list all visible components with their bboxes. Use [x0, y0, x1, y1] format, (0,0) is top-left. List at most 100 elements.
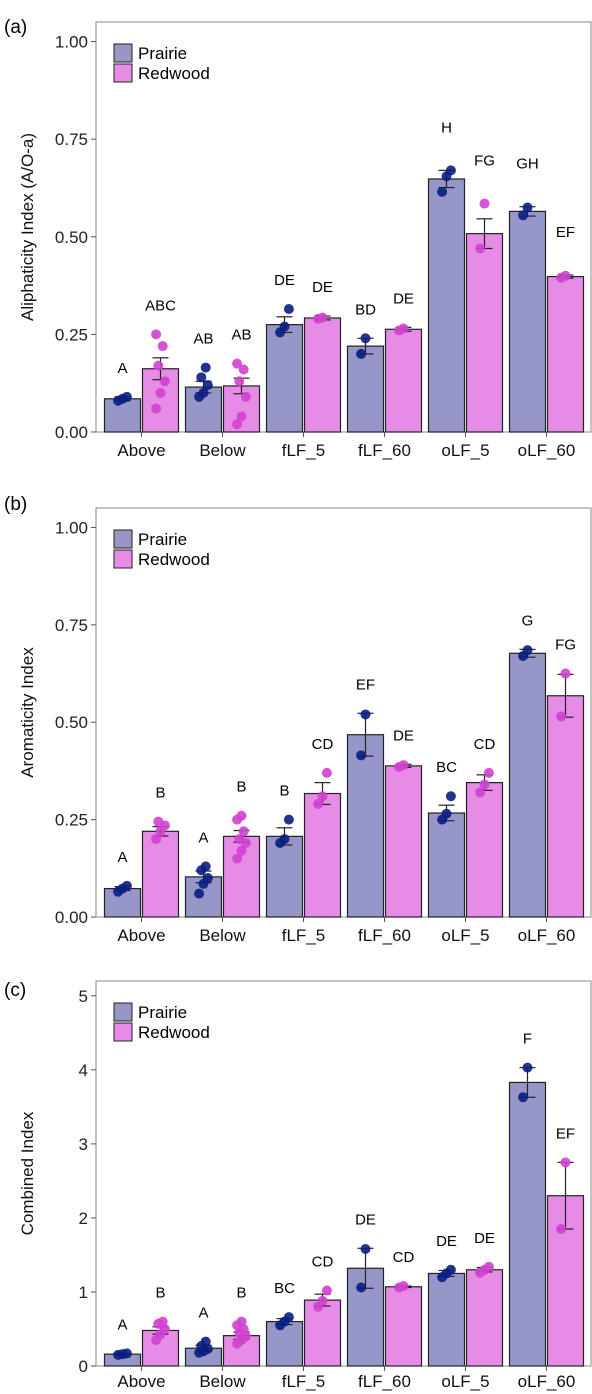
legend-swatch — [113, 529, 133, 549]
x-tick-label: Above — [117, 1372, 165, 1391]
data-point — [200, 1336, 211, 1347]
significance-letter: DE — [355, 1211, 376, 1228]
data-point — [317, 312, 328, 323]
plot-frame — [95, 21, 592, 433]
data-point — [522, 645, 533, 656]
significance-letter: AB — [231, 327, 251, 344]
y-tick-label: 1 — [79, 1283, 88, 1302]
data-point — [321, 767, 332, 778]
significance-letter: BC — [436, 759, 457, 776]
y-tick-label: 0.75 — [55, 616, 88, 635]
legend-label: Redwood — [138, 64, 210, 83]
bar — [546, 275, 585, 433]
data-point — [398, 760, 409, 771]
bar — [384, 328, 423, 433]
data-point — [313, 799, 324, 810]
y-tick-label: 0.00 — [55, 423, 88, 442]
legend-swatch — [113, 43, 133, 63]
data-point — [560, 1157, 571, 1168]
bar — [303, 792, 342, 918]
bar — [465, 782, 504, 918]
data-point — [153, 816, 164, 827]
x-tick-label: fLF_5 — [282, 441, 325, 460]
data-point — [238, 826, 249, 837]
significance-letter: G — [522, 612, 534, 629]
data-point — [196, 372, 207, 383]
data-point — [236, 1316, 247, 1327]
x-tick-label: oLF_60 — [518, 441, 576, 460]
significance-letter: A — [117, 360, 127, 377]
bar — [103, 398, 142, 433]
data-point — [556, 1224, 567, 1235]
panel-label: (b) — [4, 494, 27, 515]
significance-letter: DE — [274, 272, 295, 289]
panel-label: (a) — [4, 17, 27, 38]
bar — [427, 1272, 466, 1367]
bar — [508, 1081, 547, 1367]
y-tick-label: 0.75 — [55, 130, 88, 149]
data-point — [236, 411, 247, 422]
significance-letter: B — [155, 1285, 165, 1302]
bar — [384, 765, 423, 918]
data-point — [236, 810, 247, 821]
x-tick-label: Above — [117, 441, 165, 460]
significance-letter: EF — [556, 1125, 575, 1142]
bar — [222, 835, 261, 918]
bar — [184, 876, 223, 918]
legend-label: Redwood — [138, 1023, 210, 1042]
x-tick-label: fLF_60 — [358, 926, 411, 945]
data-point — [232, 853, 243, 864]
legend-label: Redwood — [138, 550, 210, 569]
significance-letter: A — [198, 1305, 208, 1322]
significance-letter: B — [236, 779, 246, 796]
y-tick-label: 0.50 — [55, 713, 88, 732]
data-point — [398, 1281, 409, 1292]
data-point — [121, 1348, 132, 1359]
x-tick-label: fLF_5 — [282, 1372, 325, 1391]
data-point — [522, 1062, 533, 1073]
significance-letter: GH — [516, 156, 539, 173]
significance-letter: BC — [274, 1280, 295, 1297]
data-point — [522, 202, 533, 213]
legend-swatch — [113, 549, 133, 569]
bar — [465, 1269, 504, 1367]
bar — [303, 317, 342, 433]
data-point — [202, 380, 213, 391]
bar — [141, 830, 180, 918]
x-tick-label: oLF_5 — [441, 926, 489, 945]
legend-label: Prairie — [138, 530, 187, 549]
bar — [265, 324, 304, 433]
data-point — [121, 391, 132, 402]
bar — [427, 812, 466, 918]
y-tick-label: 3 — [79, 1135, 88, 1154]
data-point — [445, 791, 456, 802]
data-point — [317, 1295, 328, 1306]
bar — [427, 178, 466, 433]
significance-letter: AB — [193, 331, 213, 348]
significance-letter: F — [523, 1031, 532, 1048]
significance-letter: CD — [312, 1253, 334, 1270]
data-point — [321, 1285, 332, 1296]
data-point — [153, 360, 164, 371]
data-point — [238, 364, 249, 375]
legend-swatch — [113, 63, 133, 83]
bar — [265, 1320, 304, 1367]
data-point — [157, 1316, 168, 1327]
significance-letter: EF — [556, 224, 575, 241]
data-point — [198, 387, 209, 398]
significance-letter: A — [117, 849, 127, 866]
x-tick-label: oLF_60 — [518, 1372, 576, 1391]
x-tick-label: oLF_5 — [441, 441, 489, 460]
significance-letter: B — [279, 783, 289, 800]
bar — [265, 835, 304, 918]
data-point — [157, 341, 168, 352]
x-tick-label: oLF_60 — [518, 926, 576, 945]
bar — [546, 695, 585, 918]
y-tick-label: 0.25 — [55, 811, 88, 830]
y-tick-label: 1.00 — [55, 518, 88, 537]
data-point — [356, 750, 367, 761]
data-point — [200, 362, 211, 373]
bar — [508, 210, 547, 433]
data-point — [279, 321, 290, 332]
data-point — [234, 834, 245, 845]
